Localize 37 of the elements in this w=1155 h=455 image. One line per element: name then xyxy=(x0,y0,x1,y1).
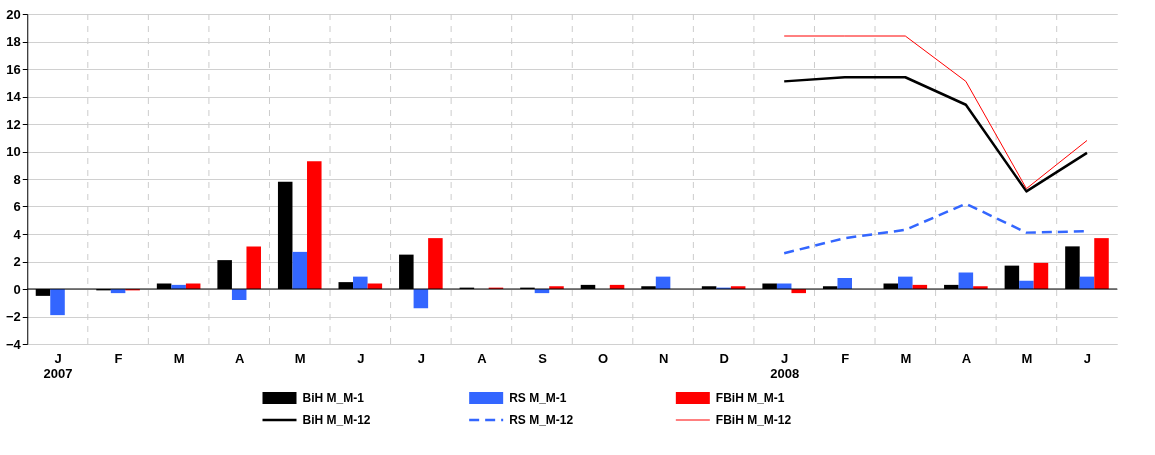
x-tick-label: J xyxy=(1083,350,1092,366)
legend-label: RS M_M-1 xyxy=(509,391,567,405)
y-tick-label: 10 xyxy=(6,144,21,159)
x-tick-label: M xyxy=(1021,350,1033,366)
x-tick-label: A xyxy=(477,350,488,366)
y-tick-label: 8 xyxy=(13,171,21,187)
x-tick-label: J 2007 xyxy=(43,350,73,381)
y-tick-label: 0 xyxy=(13,281,21,297)
x-tick-label: D xyxy=(719,350,729,366)
x-tick-label: M xyxy=(900,350,912,366)
y-tick-label: 2 xyxy=(13,254,21,269)
legend-label: FBiH M_M-1 xyxy=(715,391,785,405)
y-tick-label: 20 xyxy=(6,6,21,22)
x-tick-label: M xyxy=(294,350,306,366)
x-tick-label: M xyxy=(173,350,185,366)
y-tick-label: 12 xyxy=(6,116,21,132)
y-tick-label: −2 xyxy=(5,309,21,324)
x-tick-label: J xyxy=(357,350,365,366)
x-tick-label: F xyxy=(841,350,850,366)
legend-label: FBiH M_M-12 xyxy=(715,413,792,427)
x-tick-label: F xyxy=(114,350,123,366)
x-tick-label: J 2008 xyxy=(770,350,800,381)
y-tick-label: −4 xyxy=(5,336,22,352)
y-tick-label: 14 xyxy=(6,89,22,104)
x-tick-label: A xyxy=(961,350,972,366)
y-tick-label: 16 xyxy=(6,61,21,77)
x-tick-label: A xyxy=(235,350,245,366)
y-tick-label: 4 xyxy=(13,226,22,242)
x-tick-label: J xyxy=(417,350,425,366)
legend-label: BiH M_M-1 xyxy=(302,391,365,405)
x-tick-label: N xyxy=(658,350,669,366)
x-tick-label: S xyxy=(538,350,548,366)
y-tick-label: 6 xyxy=(13,199,21,214)
legend-label: RS M_M-12 xyxy=(509,413,574,427)
x-tick-label: O xyxy=(597,350,609,366)
y-tick-label: 18 xyxy=(6,34,21,49)
legend-label: BiH M_M-12 xyxy=(302,413,371,427)
